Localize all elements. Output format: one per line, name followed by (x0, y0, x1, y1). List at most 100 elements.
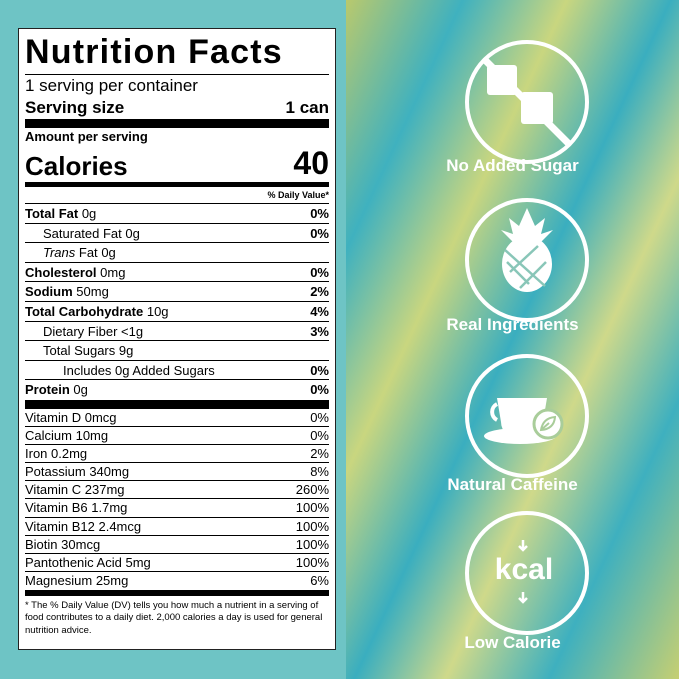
nutrient-amount: 0g (73, 382, 88, 398)
badge-label: Real Ingredients (446, 315, 579, 334)
vitamin-text: Pantothenic Acid 5mg (25, 554, 151, 571)
vitamin-dv: 2% (310, 446, 329, 462)
vitamin-name: Magnesium (25, 572, 93, 588)
vitamin-amount: 10mg (75, 428, 109, 444)
rule (25, 589, 329, 596)
nutrient-row: Protein 0g 0% (25, 380, 329, 400)
nutrient-row: Trans Fat 0g (25, 243, 329, 263)
vitamin-row: Potassium 340mg 8% (25, 463, 329, 482)
vitamin-amount: 30mcg (61, 536, 101, 552)
vitamin-amount: 0.2mg (51, 446, 88, 462)
vitamin-text: Vitamin B12 2.4mcg (25, 518, 141, 535)
nutrient-row: Dietary Fiber <1g 3% (25, 322, 329, 342)
nutrient-name: Protein (25, 382, 70, 398)
kcal-text: kcal (494, 553, 554, 586)
vitamin-amount: 1.7mg (91, 500, 128, 516)
nutrient-amount: 9g (118, 343, 134, 359)
nutrient-row: Total Carbohydrate 10g 4% (25, 302, 329, 322)
vitamin-amount: 2.4mcg (98, 518, 142, 534)
vitamins-minerals: Vitamin D 0mcg 0% Calcium 10mg 0% Iron 0.2mg… (25, 409, 329, 590)
nutrient-amount: 50mg (76, 284, 109, 300)
vitamin-amount: 25mg (95, 572, 129, 588)
servings-text: 1 serving per container (25, 76, 198, 95)
vitamin-name: Iron (25, 446, 48, 462)
nutrient-name: Cholesterol (25, 264, 97, 280)
serving-size-label: Serving size (25, 98, 125, 117)
vitamin-amount: 237mg (84, 482, 125, 498)
calories-value: 40 (293, 145, 329, 181)
nutrient-dv: 4% (310, 303, 329, 319)
vitamin-row: Calcium 10mg 0% (25, 427, 329, 446)
vitamin-row: Pantothenic Acid 5mg 100% (25, 554, 329, 572)
vitamin-name: Vitamin C (25, 482, 82, 498)
vitamin-row: Iron 0.2mg 2% (25, 445, 329, 464)
right-panel (346, 0, 679, 679)
vitamin-amount: 340mg (89, 464, 130, 480)
nutrient-dv: 2% (310, 284, 329, 300)
nutrient-dv: 3% (310, 323, 329, 339)
vitamin-name: Potassium (25, 464, 86, 480)
badge-label: No Added Sugar (446, 156, 579, 175)
servings: 1 serving per container (25, 75, 329, 97)
vitamin-text: Biotin 30mcg (25, 536, 100, 553)
vitamin-name: Biotin (25, 536, 58, 552)
amount-per-serving: Amount per serving (25, 129, 148, 144)
nutrient-row: Cholesterol 0mg 0% (25, 263, 329, 283)
nutrient-dv: 0% (310, 206, 329, 221)
nutrient-name: Saturated Fat (43, 225, 122, 241)
nutrient-name: Dietary Fiber (43, 323, 118, 339)
vitamin-text: Vitamin B6 1.7mg (25, 499, 127, 516)
serving-size-value: 1 can (285, 98, 329, 117)
vitamin-row: Vitamin B12 2.4mcg 100% (25, 518, 329, 536)
thick-rule (25, 119, 329, 128)
vitamin-dv: 6% (310, 572, 329, 588)
no-sugar-icon (465, 40, 589, 164)
nutrition-label: Nutrition Facts 1 serving per container … (18, 28, 336, 650)
vitamin-name: Calcium (25, 428, 72, 444)
vitamin-dv: 0% (310, 428, 329, 444)
vitamin-name: Pantothenic Acid (25, 554, 122, 570)
nutrient-name: Sodium (25, 284, 73, 300)
vitamin-name: Vitamin B12 (25, 518, 95, 534)
vitamin-name: Vitamin D (25, 409, 82, 425)
kcal-icon (465, 511, 589, 635)
nutrient-dv: 0% (310, 382, 329, 398)
nutrient-amount: 0g (101, 245, 116, 261)
nutrient-name: Total Fat (25, 206, 79, 221)
vitamin-row: Vitamin D 0mcg 0% (25, 409, 329, 428)
vitamin-text: Calcium 10mg (25, 427, 108, 444)
vitamin-row: Magnesium 25mg 6% (25, 572, 329, 590)
dv-header: % Daily Value* (25, 187, 329, 204)
vitamin-text: Vitamin C 237mg (25, 481, 125, 498)
calories-label: Calories (25, 151, 128, 181)
vitamin-text: Iron 0.2mg (25, 445, 87, 462)
calories: Calories 40 (25, 144, 329, 182)
nutrient-amount: 0g (125, 225, 140, 241)
label-title: Nutrition Facts (25, 29, 329, 75)
serving-size: Serving size 1 can (25, 97, 329, 119)
pineapple-icon (465, 198, 589, 322)
nutrient-dv: 0% (310, 264, 329, 280)
vitamin-row: Biotin 30mcg 100% (25, 536, 329, 554)
vitamin-text: Vitamin D 0mcg (25, 409, 117, 426)
badge-label: Natural Caffeine (447, 475, 578, 494)
vitamin-dv: 100% (295, 536, 329, 552)
nutrient-amount: 10g (146, 303, 169, 319)
nutrient-row: Includes 0g Added Sugars 0% (25, 361, 329, 381)
nutrient-row: Sodium 50mg 2% (25, 282, 329, 302)
vitamin-text: Magnesium 25mg (25, 572, 128, 590)
badge-label: Low Calorie (464, 633, 561, 652)
nutrient-prefix: Trans (43, 245, 76, 261)
vitamin-dv: 260% (295, 482, 329, 498)
vitamin-dv: 100% (295, 518, 329, 534)
vitamin-row: Vitamin B6 1.7mg 100% (25, 499, 329, 518)
nutrient-row: Total Fat 0g 0% (25, 204, 329, 224)
nutrient-row: Total Sugars 9g (25, 341, 329, 361)
vitamin-row: Vitamin C 237mg 260% (25, 481, 329, 500)
vitamin-amount: 0mcg (84, 409, 117, 425)
nutrient-dv: 0% (310, 362, 329, 378)
vitamin-dv: 100% (295, 500, 329, 516)
rule (25, 182, 329, 187)
nutrients: Total Fat 0g 0% Saturated Fat 0g 0% Trans … (25, 204, 329, 400)
